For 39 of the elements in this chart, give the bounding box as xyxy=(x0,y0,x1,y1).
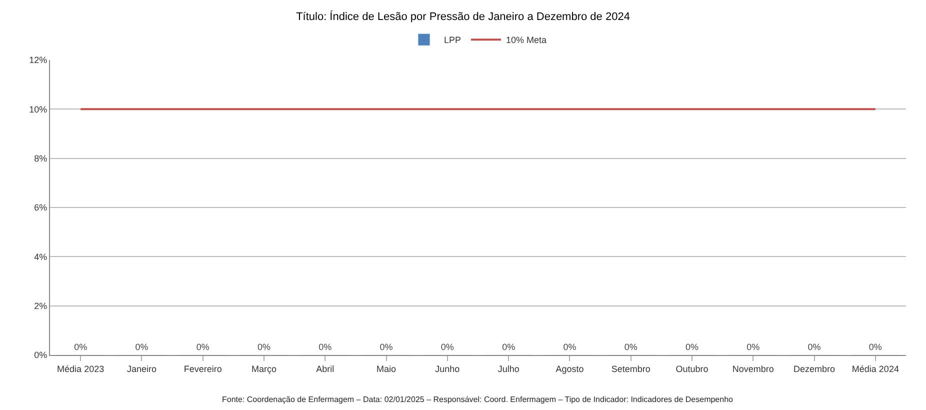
data-label: 0% xyxy=(318,342,332,352)
x-tick-label: Fevereiro xyxy=(184,364,222,374)
source-note: Fonte: Coordenação de Enfermagem – Data: 02/01/2025 – Responsável: Coord. Enfermagem – Tipo de Indicador: Indicadores de Desempenho xyxy=(222,395,734,404)
y-tick-label: 0% xyxy=(34,350,48,360)
x-tick-label: Novembro xyxy=(732,364,774,374)
data-label: 0% xyxy=(196,342,210,352)
data-label: 0% xyxy=(440,342,454,352)
data-label: 0% xyxy=(624,342,638,352)
data-label: 0% xyxy=(868,342,882,352)
x-tick-label: Maio xyxy=(376,364,396,374)
y-tick-label: 6% xyxy=(34,202,48,213)
data-label: 0% xyxy=(563,342,576,352)
data-label: 0% xyxy=(135,342,148,352)
x-tick-label: Março xyxy=(251,364,277,374)
x-tick-label: Abril xyxy=(316,364,334,374)
y-tick-label: 2% xyxy=(34,300,48,311)
legend-label: 10% Meta xyxy=(506,35,547,46)
x-tick-label: Setembro xyxy=(611,364,650,374)
y-tick-label: 8% xyxy=(34,153,48,164)
data-label: 0% xyxy=(502,342,516,352)
x-tick-label: Média 2023 xyxy=(57,364,104,374)
data-label: 0% xyxy=(74,342,88,352)
data-label: 0% xyxy=(746,342,760,352)
x-tick-label: Junho xyxy=(435,364,460,374)
data-label: 0% xyxy=(685,342,699,352)
data-label: 0% xyxy=(257,342,271,352)
legend-label: LPP xyxy=(444,35,462,46)
chart-title: Título: Índice de Lesão por Pressão de Janeiro a Dezembro de 2024 xyxy=(296,10,630,23)
x-tick-label: Outubro xyxy=(676,364,708,374)
y-tick-label: 4% xyxy=(34,252,48,262)
x-tick-label: Dezembro xyxy=(794,364,836,374)
x-tick-label: Média 2024 xyxy=(852,364,899,374)
x-tick-label: Agosto xyxy=(556,364,584,374)
x-tick-label: Janeiro xyxy=(126,364,156,374)
x-tick-label: Julho xyxy=(498,364,520,374)
y-tick-label: 10% xyxy=(29,104,48,114)
y-tick-label: 12% xyxy=(29,55,48,66)
data-label: 0% xyxy=(380,342,393,352)
data-label: 0% xyxy=(808,342,821,352)
